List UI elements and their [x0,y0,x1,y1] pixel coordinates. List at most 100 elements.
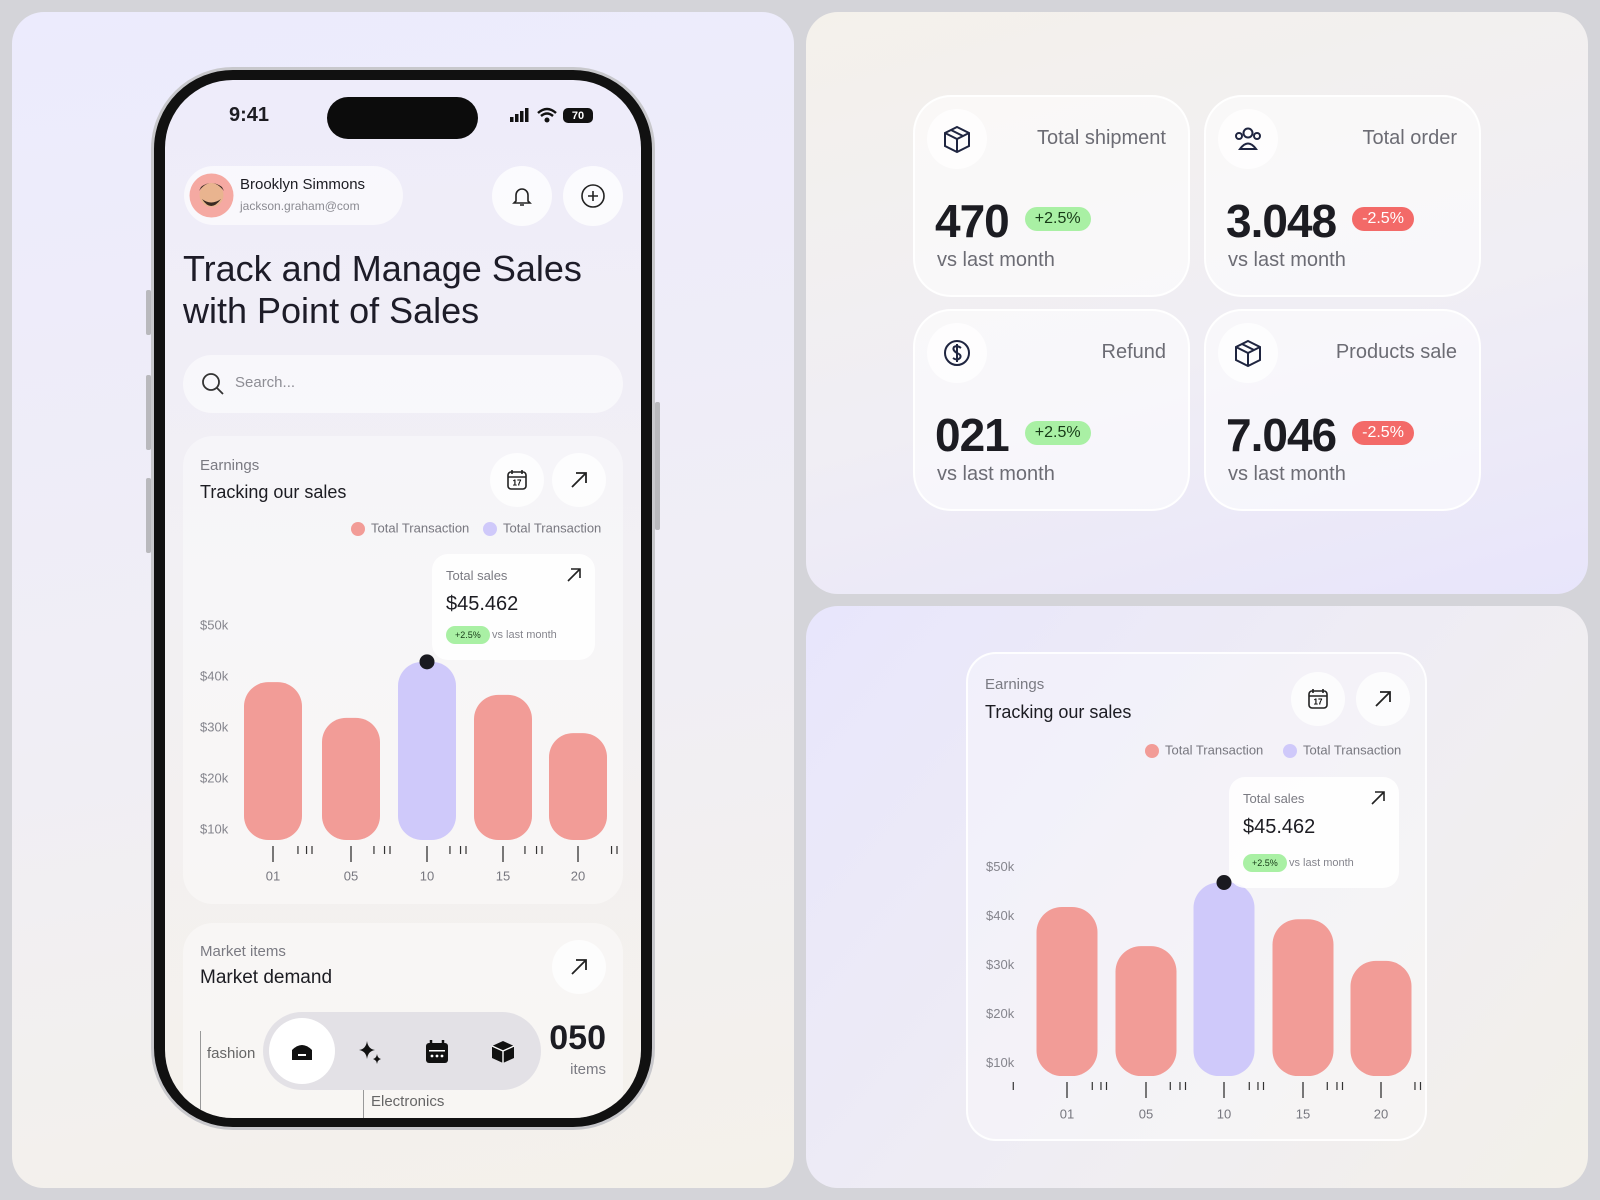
category-line [200,1031,201,1118]
y-tick-label: $40k [986,908,1015,923]
stat-note: vs last month [1228,249,1346,271]
legend-swatch [351,522,365,536]
bell-button[interactable] [492,166,552,226]
stat-value: 470 [935,195,1010,247]
calendar-day: 17 [513,479,522,488]
stat-note: vs last month [937,463,1055,485]
icon [944,340,970,366]
icon [1375,691,1391,707]
stat-icon [1218,109,1278,169]
stat-label: Total order [1362,127,1458,149]
stat-icon [927,109,987,169]
stats-panel: Total shipment 470 +2.5% vs last month Total… [806,12,1588,594]
change-badge: +2.5% [1024,421,1091,445]
open-button[interactable] [552,453,606,507]
market-category: Electronics [371,1093,445,1110]
stat-value: 021 [935,409,1010,461]
heading-line: with Point of Sales [183,290,480,331]
profile-pill[interactable]: Brooklyn Simmons jackson.graham@com [184,166,403,225]
tooltip-value: $45.462 [446,593,519,615]
status-time: 9:41 [228,104,270,126]
side-button [146,375,151,450]
calendar-icon: 17 [1308,689,1328,709]
legend-swatch [483,522,497,536]
market-unit: items [570,1061,606,1078]
stat-icon [1218,323,1278,383]
stat-card: Total shipment 470 +2.5% vs last month [913,95,1190,297]
calendar-day: 17 [1314,698,1323,707]
card-label: Earnings [200,457,260,474]
card-label: Earnings [985,676,1045,693]
y-tick-label: $10k [986,1055,1015,1070]
open-button[interactable] [552,940,606,994]
calendar-button[interactable]: 17 [490,453,544,507]
profile-email: jackson.graham@com [240,199,360,213]
legend-label: Total Transaction [1303,742,1401,757]
calendar-button[interactable]: 17 [1291,672,1345,726]
bar [398,661,456,840]
change-badge: -2.5% [1352,207,1414,231]
y-tick-label: $30k [200,719,229,734]
card-title: Tracking our sales [200,482,347,502]
stat-label: Products sale [1335,341,1457,363]
y-tick-label: $40k [200,669,229,684]
card-title: Market demand [200,967,333,988]
avatar [189,173,234,218]
heading: Track and Manage Sales with Point of Sal… [183,248,582,332]
nav-sparkle[interactable] [357,1039,383,1065]
stat-card: Products sale 7.046 -2.5% vs last month [1204,309,1481,511]
highlight-marker [1216,874,1232,890]
icon [1371,791,1385,805]
stat-value: 7.046 [1226,409,1337,461]
bar [549,733,607,840]
side-button [655,402,660,530]
change-badge: +2.5% [1243,854,1287,872]
y-tick-label: $30k [986,957,1015,972]
stat-note: vs last month [937,249,1055,271]
stat-card: Total order 3.048 -2.5% vs last month [1204,95,1481,297]
tooltip: Total sales $45.462 +2.5% vs last month [432,554,595,660]
stat-value: 3.048 [1226,195,1337,247]
search-bar[interactable]: Search... [183,355,623,413]
calendar-icon: 17 [507,470,527,490]
open-button[interactable] [1356,672,1410,726]
bar-chart: $10k $20k $30k $40k $50k Total Transaction Tot… [986,742,1422,1121]
icon [571,472,587,488]
tooltip-label: Total sales [1243,791,1305,806]
icon [944,125,970,154]
legend-label: Total Transaction [371,520,469,535]
y-tick-label: $10k [200,821,229,836]
earnings-card: Earnings Tracking our sales 17 $10k $20k $30k… [183,436,623,904]
icon [567,568,581,582]
bar [1115,946,1177,1076]
nav-box[interactable] [490,1039,516,1065]
legend-label: Total Transaction [503,520,601,535]
nav-home[interactable] [269,1018,335,1084]
phone-screen: 9:41 70 Brooklyn Simmons jackson.graham@… [165,80,641,1118]
market-count: 050 [549,1019,606,1057]
icon [1309,689,1327,697]
icon [1235,339,1261,368]
side-button [146,290,151,335]
x-tick-label: 20 [571,868,585,883]
add-button[interactable] [563,166,623,226]
x-tick-label: 15 [496,868,510,883]
chart-panel: Earnings Tracking our sales 17 $10k $20k $30k… [806,606,1588,1188]
stat-note: vs last month [1228,463,1346,485]
tooltip-note: vs last month [1289,857,1354,869]
nav-calendar[interactable] [424,1039,450,1065]
legend-label: Total Transaction [1165,742,1263,757]
nav-bar [263,1012,541,1090]
legend-swatch [1145,744,1159,758]
stat-card: Refund 021 +2.5% vs last month [913,309,1190,511]
icon [1235,127,1261,150]
change-badge: +2.5% [446,626,490,644]
tooltip-note: vs last month [492,629,557,641]
bar [1272,919,1334,1076]
legend-swatch [1283,744,1297,758]
market-category: fashion [207,1045,256,1062]
status-icons: 70 [510,107,593,123]
change-badge: -2.5% [1352,421,1414,445]
